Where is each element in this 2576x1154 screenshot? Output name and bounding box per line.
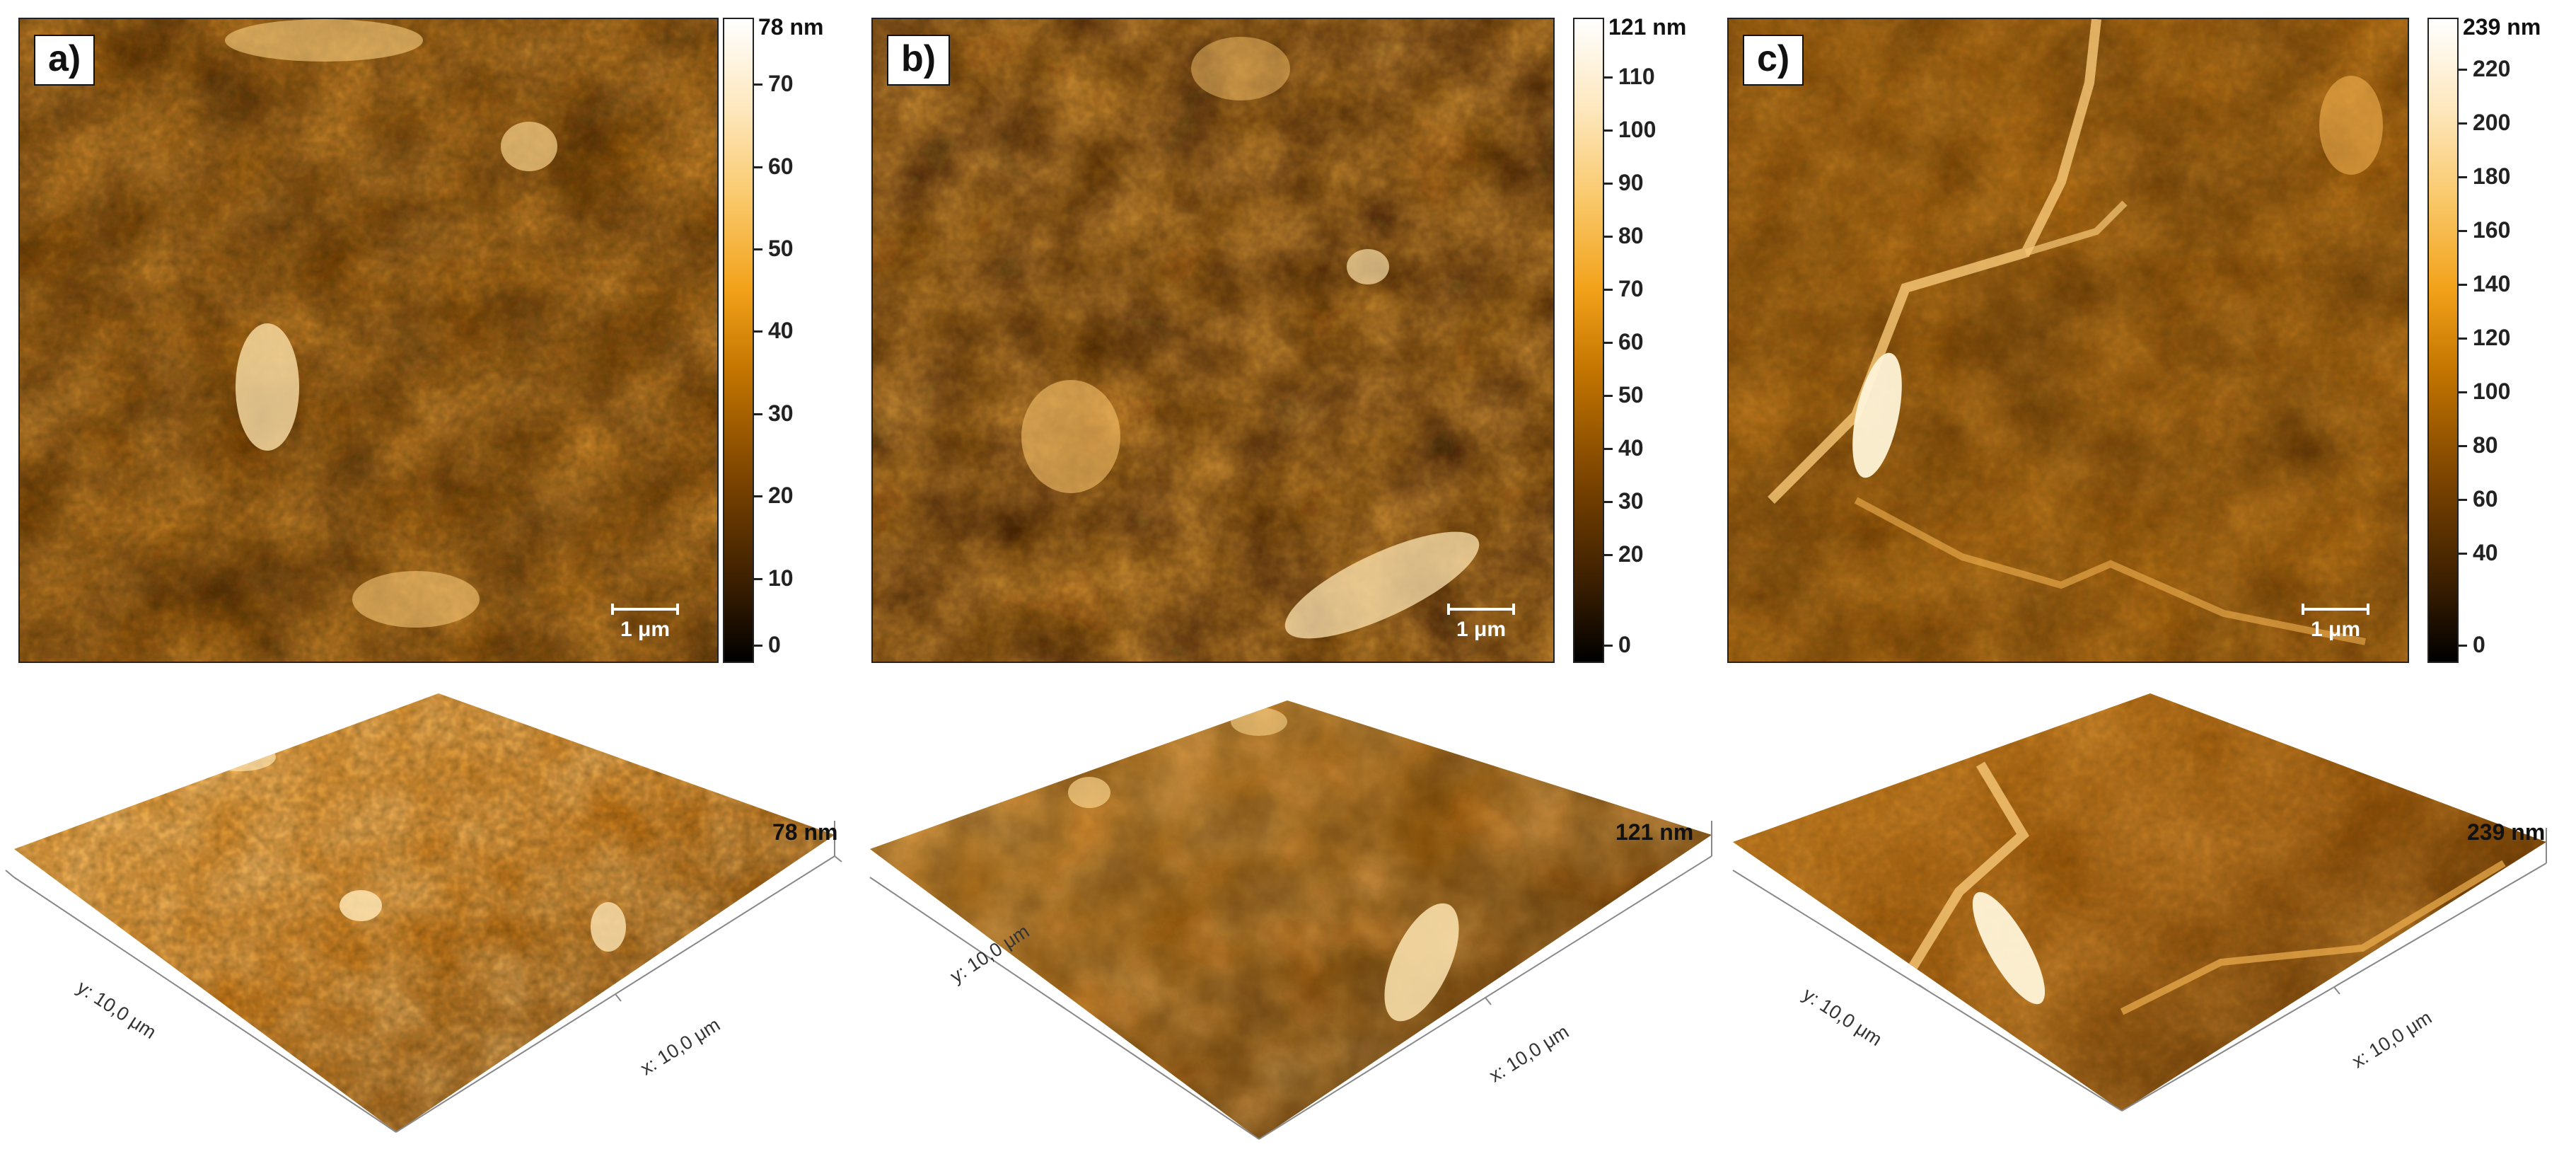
colorbar-tick-mark — [2457, 499, 2467, 502]
surface-max-a: 78 nm — [772, 819, 838, 845]
surface-3d-b — [869, 700, 1712, 1140]
colorbar-tick-label: 0 — [2473, 632, 2485, 657]
scale-bar-label-a: 1 μm — [620, 618, 671, 641]
colorbar-tick-mark — [2457, 176, 2467, 179]
surface-max-b: 121 nm — [1615, 819, 1694, 845]
colorbar-tick-mark — [753, 577, 762, 580]
colorbar-tick-mark — [1603, 645, 1613, 647]
afm-image-c: c) 1 μm — [1727, 18, 2409, 663]
colorbar-tick-label: 120 — [2473, 325, 2511, 351]
surface-max-c: 239 nm — [2467, 819, 2546, 845]
colorbar-tick-mark — [2457, 337, 2467, 340]
colorbar-tick-mark — [753, 645, 762, 647]
colorbar-tick-mark — [753, 495, 762, 498]
surface-3d-c — [1732, 693, 2547, 1112]
colorbar-tick-label: 40 — [2473, 540, 2498, 566]
colorbar-tick-mark — [753, 83, 762, 86]
colorbar-tick-label: 160 — [2473, 217, 2511, 243]
colorbar-tick-label: 80 — [1618, 222, 1644, 248]
scale-bar-c: 1 μm — [2302, 604, 2369, 642]
colorbar-tick-mark — [1603, 235, 1613, 238]
colorbar-tick-label: 70 — [768, 71, 794, 97]
afm-image-b: b) 1 μm — [871, 18, 1555, 663]
colorbar-tick-label: 50 — [768, 235, 794, 261]
colorbar-tick-mark — [1603, 182, 1613, 185]
colorbar-tick-label: 50 — [1618, 381, 1644, 408]
colorbar-tick-label: 40 — [1618, 434, 1644, 461]
colorbar-tick-label: 100 — [2473, 379, 2511, 405]
colorbar-b — [1573, 18, 1604, 663]
colorbar-tick-mark — [2457, 284, 2467, 287]
colorbar-tick-mark — [753, 330, 762, 333]
colorbar-tick-mark — [2457, 230, 2467, 233]
colorbar-tick-mark — [2457, 122, 2467, 125]
colorbar-tick-mark — [753, 248, 762, 250]
colorbar-tick-label: 0 — [768, 632, 781, 657]
colorbar-tick-label: 0 — [1618, 632, 1631, 657]
scale-bar-b: 1 μm — [1447, 604, 1515, 642]
colorbar-tick-mark — [1603, 76, 1613, 79]
colorbar-tick-label: 110 — [1618, 63, 1655, 89]
colorbar-max-a: 78 nm — [758, 14, 824, 40]
colorbar-tick-label: 180 — [2473, 163, 2511, 190]
colorbar-tick-label: 10 — [768, 565, 794, 591]
colorbar-max-b: 121 nm — [1608, 14, 1687, 40]
colorbar-tick-label: 20 — [768, 483, 794, 509]
scale-bar-a: 1 μm — [611, 604, 679, 642]
colorbar-tick-mark — [1603, 129, 1613, 132]
colorbar-tick-label: 140 — [2473, 271, 2511, 297]
panel-label-b: b) — [887, 35, 951, 86]
colorbar-tick-mark — [2457, 69, 2467, 71]
colorbar-tick-label: 60 — [2473, 486, 2498, 512]
colorbar-tick-mark — [1603, 447, 1613, 450]
colorbar-tick-mark — [2457, 645, 2467, 647]
colorbar-tick-mark — [753, 166, 762, 168]
colorbar-tick-mark — [753, 412, 762, 415]
colorbar-a — [723, 18, 754, 663]
colorbar-tick-mark — [1603, 288, 1613, 291]
colorbar-tick-mark — [2457, 391, 2467, 394]
colorbar-tick-label: 60 — [1618, 328, 1644, 354]
colorbar-tick-label: 200 — [2473, 110, 2511, 136]
colorbar-tick-mark — [1603, 394, 1613, 397]
colorbar-tick-label: 20 — [1618, 541, 1644, 567]
panel-label-c: c) — [1743, 35, 1804, 86]
colorbar-tick-mark — [1603, 341, 1613, 344]
afm-image-a: a) 1 μm — [18, 18, 719, 663]
colorbar-tick-mark — [2457, 553, 2467, 555]
colorbar-tick-label: 220 — [2473, 56, 2511, 82]
colorbar-tick-label: 40 — [768, 318, 794, 344]
colorbar-tick-label: 30 — [1618, 487, 1644, 514]
panel-label-a: a) — [34, 35, 95, 86]
scale-bar-label-b: 1 μm — [1456, 618, 1507, 641]
surface-3d-a — [5, 693, 842, 1133]
colorbar-tick-label: 80 — [2473, 432, 2498, 458]
colorbar-tick-mark — [1603, 500, 1613, 503]
colorbar-max-c: 239 nm — [2463, 14, 2541, 40]
scale-bar-label-c: 1 μm — [2310, 618, 2361, 641]
colorbar-tick-label: 30 — [768, 400, 794, 426]
colorbar-tick-mark — [1603, 553, 1613, 556]
colorbar-tick-label: 100 — [1618, 116, 1657, 142]
colorbar-tick-label: 70 — [1618, 275, 1644, 301]
colorbar-tick-mark — [2457, 445, 2467, 448]
colorbar-tick-label: 60 — [768, 153, 794, 179]
colorbar-c — [2427, 18, 2459, 663]
colorbar-tick-label: 90 — [1618, 169, 1644, 195]
